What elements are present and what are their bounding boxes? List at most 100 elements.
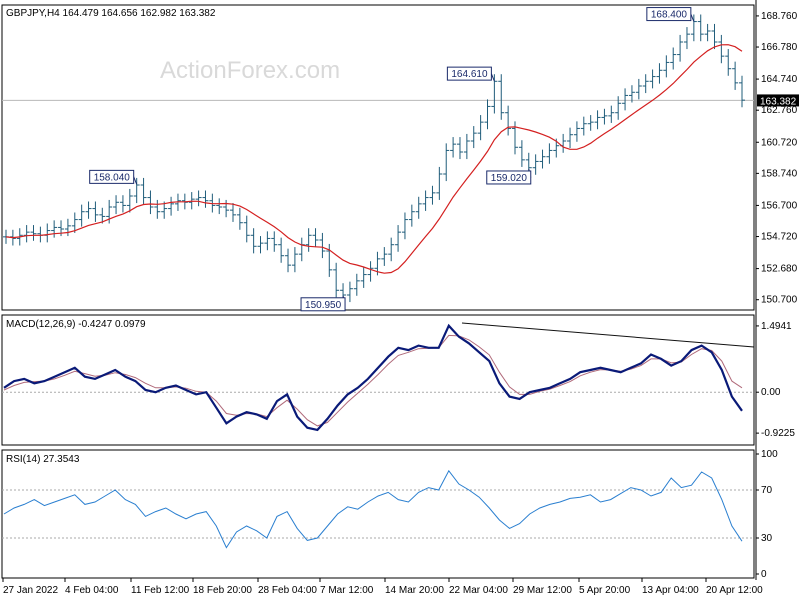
- price-bar: [718, 34, 725, 64]
- price-bar: [608, 105, 615, 123]
- price-bar: [381, 247, 388, 266]
- price-bar: [649, 69, 656, 89]
- price-bar: [663, 55, 670, 78]
- price-bar: [395, 225, 402, 252]
- price-tick-label: 150.700: [761, 295, 798, 306]
- price-tick-label: 168.760: [761, 11, 798, 22]
- price-bar: [346, 281, 353, 303]
- price-bar: [298, 237, 305, 262]
- rsi-tick-label: 70: [761, 485, 773, 496]
- price-bar: [30, 225, 37, 241]
- price-bar: [532, 154, 539, 175]
- price-bar: [690, 14, 697, 42]
- price-bar: [505, 105, 512, 136]
- price-bar: [725, 49, 732, 76]
- price-bar: [202, 190, 209, 208]
- x-tick-label: 20 Apr 12:00: [706, 585, 763, 596]
- x-tick-label: 5 Apr 20:00: [579, 585, 631, 596]
- price-bar: [312, 228, 319, 248]
- last-price-label: 163.382: [760, 96, 797, 107]
- price-tick-label: 154.720: [761, 232, 798, 243]
- price-bar: [739, 75, 745, 108]
- price-bar: [126, 188, 133, 213]
- price-bar: [236, 207, 243, 230]
- svg-text:150.950: 150.950: [305, 300, 342, 311]
- panel-frame-1: [1, 314, 755, 446]
- price-bar: [635, 78, 642, 100]
- price-bar: [463, 133, 470, 160]
- price-bar: [711, 23, 718, 50]
- price-bar: [78, 204, 85, 227]
- price-header: GBPJPY,H4 164.479 164.656 162.982 163.38…: [6, 8, 216, 19]
- price-bar: [305, 228, 312, 252]
- price-bar: [388, 237, 395, 262]
- x-tick-label: 14 Mar 20:00: [385, 585, 444, 596]
- price-bar: [408, 204, 415, 227]
- price-bar: [518, 140, 525, 167]
- price-bar: [704, 23, 711, 42]
- price-tick-label: 164.740: [761, 74, 798, 85]
- x-tick-label: 29 Mar 12:00: [513, 585, 572, 596]
- price-bar: [243, 215, 250, 243]
- price-bar: [573, 121, 580, 142]
- price-bar: [195, 190, 202, 207]
- price-annotations: 158.040 150.950 164.610 159.020 168.400: [89, 7, 695, 312]
- price-bar: [422, 190, 429, 211]
- x-tick-label: 27 Jan 2022: [3, 585, 58, 596]
- price-bar: [92, 201, 99, 222]
- x-tick-label: 11 Feb 12:00: [131, 585, 190, 596]
- macd-tick-label: -0.9225: [761, 428, 795, 439]
- price-bar: [168, 196, 175, 216]
- price-bar: [732, 61, 739, 90]
- price-bars: [3, 14, 745, 303]
- svg-text:158.040: 158.040: [94, 172, 131, 183]
- annotation-164.610: 164.610: [446, 66, 495, 82]
- x-tick-label: 4 Feb 04:00: [65, 585, 119, 596]
- annotation-150.950: 150.950: [300, 295, 346, 312]
- price-bar: [683, 27, 690, 50]
- x-tick-label: 18 Feb 20:00: [193, 585, 252, 596]
- price-bar: [670, 47, 677, 70]
- price-bar: [113, 195, 120, 215]
- x-tick-label: 13 Apr 04:00: [642, 585, 699, 596]
- price-bar: [99, 207, 106, 224]
- price-bar: [415, 196, 422, 219]
- rsi-grid: [2, 489, 754, 539]
- x-tick-label: 22 Mar 04:00: [449, 585, 508, 596]
- price-bar: [250, 228, 257, 254]
- macd-signal-line: [3, 334, 743, 427]
- x-axis: 27 Jan 2022 4 Feb 04:00 11 Feb 12:00 18 Feb…: [2, 578, 763, 596]
- macd-tick-label: 0.00: [761, 387, 781, 398]
- price-bar: [443, 143, 450, 182]
- price-bar: [223, 199, 230, 218]
- price-bar: [216, 198, 223, 215]
- price-bar: [615, 96, 622, 120]
- macd-line: [3, 323, 743, 432]
- price-bar: [140, 177, 147, 205]
- price-bar: [498, 74, 505, 120]
- price-bar: [622, 88, 629, 111]
- price-bar: [456, 137, 463, 160]
- price-bar: [64, 218, 71, 237]
- price-bar: [436, 166, 443, 200]
- price-bar: [44, 223, 51, 243]
- price-bar: [209, 193, 216, 213]
- price-bar: [271, 231, 278, 252]
- price-bar: [470, 126, 477, 149]
- price-bar: [51, 220, 58, 238]
- macd-y-axis: 1.4941 0.00 -0.9225: [756, 321, 795, 439]
- price-bar: [601, 108, 608, 125]
- rsi-header: RSI(14) 27.3543: [6, 454, 80, 465]
- moving-average-line: [5, 44, 743, 274]
- price-bar: [23, 225, 30, 243]
- price-bar: [333, 262, 340, 298]
- price-tick-label: 162.760: [761, 105, 798, 116]
- panel-frames: [1, 0, 757, 580]
- rsi-y-axis: 100 70 30 0: [756, 449, 778, 580]
- price-bar: [154, 199, 161, 219]
- price-bar: [546, 143, 553, 164]
- watermark: ActionForex.com: [160, 57, 340, 84]
- price-bar: [133, 177, 140, 204]
- price-bar: [229, 203, 236, 222]
